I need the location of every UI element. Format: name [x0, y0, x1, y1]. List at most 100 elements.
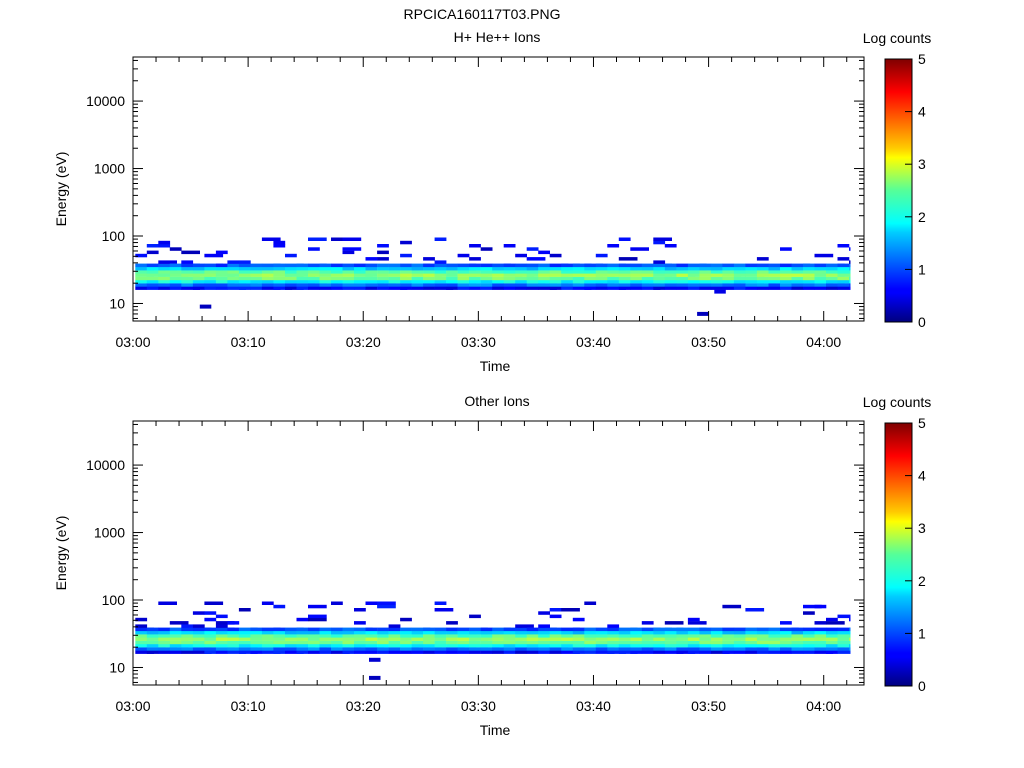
heatmap-cell — [826, 283, 845, 287]
heatmap-cell — [607, 273, 620, 277]
heatmap-cell — [492, 630, 504, 635]
heatmap-cell — [215, 266, 235, 271]
heatmap-cell — [411, 643, 431, 648]
heatmap-cell — [561, 279, 573, 284]
heatmap-cell — [181, 250, 200, 255]
heatmap-cell — [238, 608, 251, 612]
heatmap-cell — [641, 637, 661, 641]
heatmap-cell — [192, 283, 205, 287]
heatmap-cell — [285, 634, 297, 638]
heatmap-cell — [146, 650, 159, 654]
heatmap-cell — [457, 270, 470, 274]
heatmap-cell — [768, 650, 781, 654]
heatmap-cell — [561, 266, 573, 271]
heatmap-cell — [388, 273, 408, 277]
heatmap-cell — [526, 247, 539, 251]
heatmap-cell — [733, 270, 746, 274]
heatmap-cell — [400, 630, 412, 635]
heatmap-cell — [296, 266, 309, 271]
heatmap-cell — [538, 286, 557, 290]
heatmap-cell — [169, 634, 189, 638]
heatmap-cell — [411, 630, 424, 635]
heatmap-cell — [308, 630, 320, 635]
heatmap-cell — [549, 647, 569, 651]
heatmap-cell — [584, 640, 597, 645]
heatmap-cell — [837, 279, 850, 284]
heatmap-cell — [457, 276, 477, 281]
heatmap-cell — [791, 650, 804, 654]
heatmap-cell — [653, 240, 666, 245]
heatmap-cell — [503, 266, 516, 271]
heatmap-cell — [480, 627, 493, 632]
heatmap-cell — [423, 637, 435, 641]
heatmap-cell — [331, 283, 343, 287]
heatmap-cell — [331, 627, 343, 632]
heatmap-cell — [849, 634, 851, 638]
heatmap-cell — [238, 634, 251, 638]
heatmap-cell — [480, 634, 493, 638]
heatmap-cell — [503, 276, 523, 281]
heatmap-cell — [377, 276, 389, 281]
heatmap-cell — [261, 637, 274, 641]
heatmap-cell — [238, 640, 251, 645]
heatmap-cell — [595, 647, 615, 651]
heatmap-cell — [192, 273, 212, 277]
heatmap-cell — [480, 647, 500, 651]
heatmap-cell — [687, 276, 700, 281]
heatmap-cell — [192, 650, 212, 654]
y-axis-label: Energy (eV) — [53, 152, 69, 227]
heatmap-cell — [365, 601, 385, 605]
heatmap-cell — [319, 270, 332, 274]
heatmap-cell — [849, 617, 851, 622]
heatmap-cell — [572, 263, 592, 268]
heatmap-cell — [503, 270, 516, 274]
heatmap-cell — [687, 279, 700, 284]
heatmap-cell — [434, 286, 454, 290]
heatmap-cell — [756, 266, 769, 271]
heatmap-cell — [434, 643, 447, 648]
heatmap-cell — [503, 637, 516, 641]
heatmap-cell — [215, 279, 228, 284]
heatmap-cell — [146, 250, 159, 255]
heatmap-cell — [745, 283, 758, 287]
heatmap-cell — [377, 634, 389, 638]
heatmap-cell — [238, 283, 251, 287]
heatmap-cell — [308, 263, 327, 268]
heatmap-cell — [446, 621, 458, 625]
x-tick-label: 03:30 — [461, 698, 496, 714]
heatmap-cell — [538, 647, 550, 651]
heatmap-cell — [664, 640, 684, 645]
heatmap-cell — [687, 283, 700, 287]
heatmap-cell — [780, 286, 792, 290]
heatmap-cell — [722, 630, 735, 635]
heatmap-cell — [607, 276, 620, 281]
heatmap-cell — [641, 270, 654, 274]
heatmap-cell — [135, 266, 154, 271]
heatmap-cell — [238, 279, 258, 284]
heatmap-cell — [687, 637, 700, 641]
heatmap-cell — [296, 276, 316, 281]
heatmap-cell — [181, 637, 194, 641]
heatmap-cell — [849, 640, 851, 645]
heatmap-cell — [664, 263, 677, 268]
heatmap-cell — [434, 283, 447, 287]
heatmap-cell — [572, 273, 585, 277]
heatmap-cell — [572, 276, 585, 281]
heatmap-cell — [215, 270, 235, 274]
heatmap-cell — [607, 647, 620, 651]
heatmap-cell — [169, 276, 189, 281]
heatmap-cell — [722, 276, 742, 281]
heatmap-cell — [135, 624, 148, 628]
heatmap-cell — [826, 617, 838, 622]
heatmap-cell — [538, 650, 550, 654]
colorbar-gradient — [884, 422, 913, 687]
heatmap-cell — [687, 273, 700, 277]
heatmap-cell — [342, 643, 355, 648]
heatmap-cell — [354, 270, 373, 274]
heatmap-cell — [146, 244, 159, 248]
heatmap-cell — [538, 630, 550, 635]
heatmap-cell — [745, 640, 758, 645]
heatmap-cell — [526, 286, 539, 290]
heatmap-cell — [572, 643, 585, 648]
x-tick-label: 03:00 — [115, 334, 150, 350]
